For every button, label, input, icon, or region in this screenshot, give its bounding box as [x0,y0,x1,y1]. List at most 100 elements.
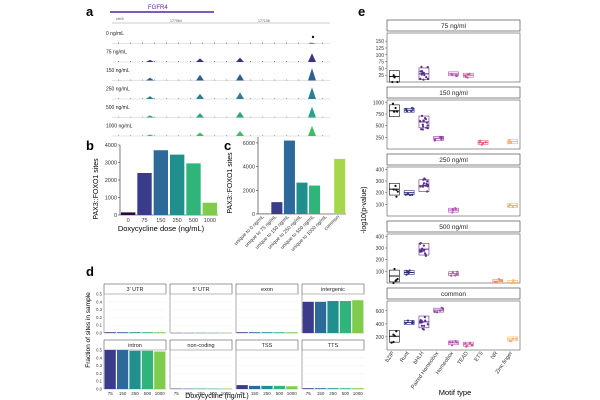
data-point [422,244,425,247]
track-label: 250 ng/mL [106,87,130,93]
track-noise [322,116,323,118]
data-point [451,211,454,214]
facet-strip [386,19,521,32]
track-noise [190,98,191,99]
track-noise [262,79,263,81]
facet-y-tick-label: 750 [376,112,385,118]
data-point [451,271,454,274]
x-tick-label: 1000 [204,218,216,224]
facet-bar [141,350,153,389]
track-noise [130,79,131,81]
d-xlabel: Doxycycline (ng/mL) [185,393,248,400]
track-noise [250,79,251,81]
facet-y-tick-label: 250 [376,135,385,141]
data-point [440,138,443,141]
track-noise [310,116,311,118]
data-point [454,274,457,277]
track-noise [274,42,275,44]
data-point [406,319,410,322]
facet-bar [104,350,116,389]
track-peak [196,113,204,118]
y-tick-label: 3000 [105,161,117,167]
gene-label: FGFR4 [148,5,168,11]
track-noise [238,79,239,81]
track-noise [178,42,179,44]
track-noise [298,79,299,81]
facet-x-tick-label: 150 [251,391,259,396]
bar [120,212,136,215]
data-point [421,128,424,131]
facet-y-tick-label: 25 [378,73,384,79]
dose-bar-chart: PAX3::FOXO1 sites Doxycycline dose (ng/m… [93,143,218,233]
track-noise [130,135,131,136]
data-point [466,76,469,79]
facet-x-tick-label: 500 [144,391,152,396]
data-point [440,136,443,139]
data-point [419,318,422,322]
data-point [424,117,427,121]
y-tick-label: 0 [114,213,117,219]
track-noise [154,116,155,118]
y-tick-label: 4000 [105,143,117,149]
track-noise [214,98,215,99]
bar [137,173,152,215]
facet-x-tick-label: 75 [174,391,180,396]
track-noise [154,98,155,99]
data-point [455,270,459,273]
track-noise [310,42,311,44]
facet-y-tick-label: 0.1 [96,379,102,384]
track-noise [250,61,251,62]
facet-panel [386,166,521,217]
data-point [419,119,422,123]
track-noise [286,98,287,99]
track-noise [286,61,287,62]
facet-bar [249,332,261,333]
b-bars [120,150,218,215]
track-noise [274,61,275,62]
data-point [418,321,422,324]
facet-x-tick-label: 1000 [155,391,166,396]
data-point [421,247,424,250]
panel-label-b: b [86,138,94,153]
data-point [512,278,515,282]
data-point [425,76,428,79]
facet-title: intergenic [321,287,345,293]
bar [296,182,308,214]
data-point [395,110,399,113]
data-point [421,70,424,73]
track-noise [202,42,203,44]
data-point [465,344,468,348]
track-peak [146,77,154,81]
track-noise [322,42,323,44]
facet-y-tick-label: 400 [376,322,385,328]
facet-y-tick-label: 100 [376,202,385,208]
data-point [498,278,501,281]
data-point [410,110,413,113]
facet-y-tick-label: 100 [376,269,385,275]
facet-y-tick-label: 0.2 [96,315,102,320]
data-point [423,248,426,251]
data-point [422,119,425,122]
track-noise [178,135,179,136]
data-point [455,273,459,276]
track-noise [142,98,143,99]
data-point [426,323,429,326]
bar [271,202,283,214]
x-tick-label: 75 [141,218,147,224]
track-noise [322,135,323,136]
data-point [426,77,429,80]
data-point [394,106,397,110]
facet-bar [302,301,314,333]
facet-bar [236,385,248,389]
data-point [441,307,444,310]
facet-title: 500 ng/ml [439,224,468,231]
data-point [422,182,426,185]
facet-x-tick-label: 150 [317,391,325,396]
data-point [433,139,436,142]
track-noise [202,135,203,136]
track-noise [310,61,311,62]
track-peak [236,130,244,136]
facet-y-tick-label: 300 [376,179,385,185]
track-noise [226,79,227,81]
track-noise [238,135,239,136]
